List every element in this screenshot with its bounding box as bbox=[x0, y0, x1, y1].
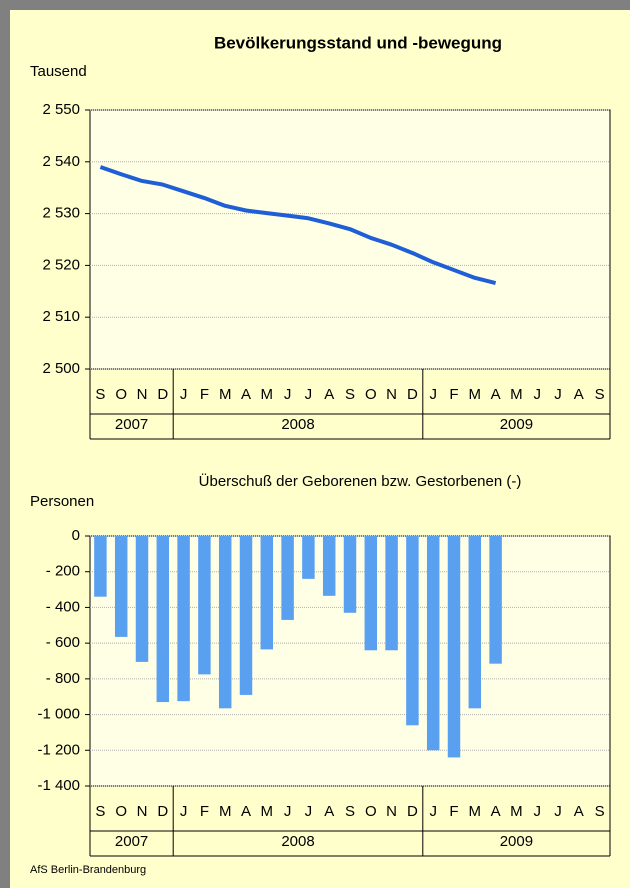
x-tick-label: S bbox=[595, 803, 605, 820]
x-group-label: 2007 bbox=[115, 833, 148, 850]
x-tick-label: A bbox=[241, 803, 251, 820]
bar bbox=[114, 536, 128, 637]
y-tick-label: 0 bbox=[72, 527, 80, 544]
x-tick-label: J bbox=[554, 803, 562, 820]
y-tick-label: 2 550 bbox=[42, 101, 80, 118]
x-tick-label: J bbox=[180, 803, 188, 820]
bar bbox=[322, 536, 336, 596]
x-tick-label: J bbox=[554, 386, 562, 403]
y-tick-label: - 200 bbox=[46, 563, 80, 580]
x-tick-label: F bbox=[449, 386, 458, 403]
x-tick-label: M bbox=[219, 803, 232, 820]
bar bbox=[135, 536, 149, 662]
x-tick-label: J bbox=[533, 386, 541, 403]
bar bbox=[198, 536, 211, 675]
bar bbox=[239, 536, 253, 695]
x-tick-label: A bbox=[574, 386, 584, 403]
bar bbox=[281, 536, 294, 620]
x-tick-label: S bbox=[95, 803, 105, 820]
bar bbox=[426, 536, 440, 751]
x-tick-label: A bbox=[324, 386, 334, 403]
x-tick-label: N bbox=[137, 803, 148, 820]
x-group-label: 2009 bbox=[500, 833, 533, 850]
bar bbox=[364, 536, 378, 651]
x-tick-label: M bbox=[219, 386, 232, 403]
bar bbox=[447, 536, 461, 758]
x-tick-label: M bbox=[469, 386, 482, 403]
y-axis-label: Tausend bbox=[30, 63, 87, 80]
x-tick-label: N bbox=[386, 803, 397, 820]
y-tick-label: 2 500 bbox=[42, 360, 80, 377]
x-tick-label: A bbox=[324, 803, 334, 820]
x-tick-label: A bbox=[491, 803, 501, 820]
y-tick-label: - 800 bbox=[46, 670, 80, 687]
x-tick-label: A bbox=[491, 386, 501, 403]
x-tick-label: J bbox=[305, 386, 313, 403]
x-tick-label: S bbox=[345, 386, 355, 403]
x-tick-label: M bbox=[261, 803, 274, 820]
x-tick-label: N bbox=[386, 386, 397, 403]
x-tick-label: J bbox=[284, 386, 292, 403]
x-tick-label: J bbox=[429, 803, 437, 820]
x-tick-label: A bbox=[574, 803, 584, 820]
y-tick-label: -1 000 bbox=[37, 706, 80, 723]
bar bbox=[94, 536, 107, 597]
x-tick-label: M bbox=[469, 803, 482, 820]
x-tick-label: J bbox=[429, 386, 437, 403]
line bbox=[99, 165, 497, 285]
y-tick-label: - 400 bbox=[46, 598, 80, 615]
x-tick-label: S bbox=[595, 386, 605, 403]
bar bbox=[406, 536, 419, 726]
y-tick-label: -1 200 bbox=[37, 741, 80, 758]
y-tick-label: -1 400 bbox=[37, 777, 80, 794]
x-tick-label: O bbox=[115, 386, 127, 403]
x-tick-label: O bbox=[365, 386, 377, 403]
x-tick-label: O bbox=[365, 803, 377, 820]
x-tick-label: N bbox=[137, 386, 148, 403]
footer: AfS Berlin-Brandenburg bbox=[30, 864, 146, 876]
bar bbox=[260, 536, 274, 650]
y-tick-label: 2 530 bbox=[42, 205, 80, 222]
y-tick-label: - 600 bbox=[46, 634, 80, 651]
bar bbox=[343, 536, 357, 613]
x-group-label: 2009 bbox=[500, 416, 533, 433]
bar bbox=[302, 536, 315, 579]
y-axis-label: Personen bbox=[30, 493, 94, 510]
x-tick-label: M bbox=[261, 386, 274, 403]
y-tick-label: 2 520 bbox=[42, 256, 80, 273]
x-tick-label: M bbox=[510, 803, 523, 820]
y-tick-label: 2 540 bbox=[42, 153, 80, 170]
x-tick-label: J bbox=[180, 386, 188, 403]
bar bbox=[385, 536, 398, 651]
x-tick-label: F bbox=[200, 386, 209, 403]
chart-title: Bevölkerungsstand und -bewegung bbox=[214, 33, 502, 52]
x-tick-label: M bbox=[510, 386, 523, 403]
x-tick-label: J bbox=[284, 803, 292, 820]
chart-subtitle: Überschuß der Geborenen bzw. Gestorbenen… bbox=[199, 472, 522, 490]
x-tick-label: S bbox=[95, 386, 105, 403]
x-tick-label: J bbox=[533, 803, 541, 820]
x-tick-label: S bbox=[345, 803, 355, 820]
x-tick-label: D bbox=[157, 386, 168, 403]
bar bbox=[218, 536, 232, 709]
bar bbox=[156, 536, 170, 703]
bar bbox=[489, 536, 502, 664]
x-tick-label: D bbox=[407, 803, 418, 820]
x-group-label: 2008 bbox=[281, 416, 314, 433]
x-tick-label: J bbox=[305, 803, 313, 820]
x-tick-label: F bbox=[449, 803, 458, 820]
x-tick-label: D bbox=[157, 803, 168, 820]
x-group-label: 2007 bbox=[115, 416, 148, 433]
bar bbox=[468, 536, 482, 709]
x-tick-label: O bbox=[115, 803, 127, 820]
x-tick-label: D bbox=[407, 386, 418, 403]
bar bbox=[177, 536, 190, 702]
x-group-label: 2008 bbox=[281, 833, 314, 850]
x-tick-label: F bbox=[200, 803, 209, 820]
plot-area bbox=[89, 109, 611, 370]
x-tick-label: A bbox=[241, 386, 251, 403]
y-tick-label: 2 510 bbox=[42, 308, 80, 325]
